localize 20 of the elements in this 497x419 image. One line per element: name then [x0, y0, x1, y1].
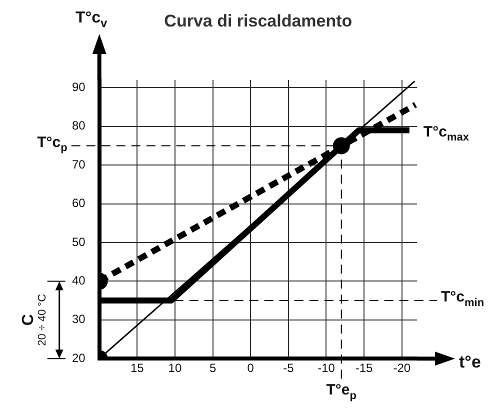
- x-tick-label: 5: [209, 361, 216, 376]
- y-tick-label: 90: [72, 80, 86, 94]
- y-tick-label: 20: [72, 350, 86, 365]
- y-tick-label: 80: [72, 118, 86, 133]
- x-tick-label: -10: [318, 361, 336, 376]
- chart-title: Curva di riscaldamento: [164, 12, 352, 31]
- y-tick-label: 30: [72, 312, 86, 326]
- x-axis-title: t°e: [459, 352, 481, 372]
- y-tick-label: 60: [72, 196, 86, 210]
- x-tick-label: -5: [283, 361, 294, 376]
- x-tick-label: 15: [130, 361, 144, 376]
- x-tick-label: 10: [168, 361, 182, 376]
- x-tick-label: -20: [393, 361, 411, 376]
- y-tick-label: 40: [72, 274, 86, 288]
- x-tick-label: 0: [247, 361, 254, 376]
- y-tick-label: 50: [72, 234, 86, 249]
- y-tick-label: 70: [72, 157, 86, 172]
- text: 20 ÷ 40 °C: [36, 294, 48, 346]
- x-tick-label: -15: [355, 361, 374, 376]
- text: C: [20, 314, 37, 326]
